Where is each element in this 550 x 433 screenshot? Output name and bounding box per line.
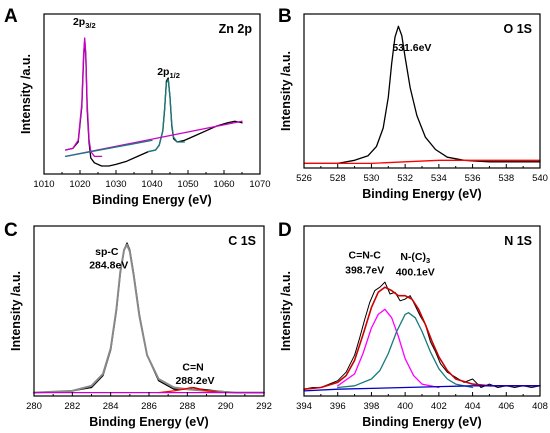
series-line-background-4: [303, 385, 541, 392]
y-axis-label: Intensity /a.u.: [279, 51, 293, 131]
series-line-fit-2: [337, 308, 440, 389]
x-tick-label: 528: [330, 173, 346, 184]
panel-letter: D: [278, 220, 292, 241]
peak-annotation: 531.6eV: [392, 42, 431, 54]
series-line-fit-3: [337, 312, 474, 389]
plot-frame: [43, 13, 261, 175]
panel-d: 394 396 398 400 402 404 406 408 Binding Energy (…: [278, 220, 548, 429]
x-tick-label: 1040: [141, 179, 162, 190]
x-tick-label: 282: [64, 401, 80, 412]
series-line-measured-0: [303, 281, 541, 390]
peak-annotation: sp-C: [95, 246, 119, 258]
x-tick-label: 398: [363, 401, 379, 412]
peak-annotation: 284.8eV: [89, 260, 128, 272]
x-tick-label: 1030: [105, 179, 126, 190]
panel-title: Zn 2p: [219, 22, 253, 36]
x-tick-label: 526: [296, 173, 312, 184]
peak-annotation: C=N: [182, 362, 203, 374]
y-axis-label: Intensity /a.u.: [279, 271, 293, 351]
x-tick-label: 280: [26, 401, 42, 412]
panel-title: C 1S: [228, 234, 256, 248]
x-axis-label: Binding Energy (eV): [92, 193, 211, 207]
series-line-fit-1: [33, 243, 265, 394]
x-tick-label: 1050: [177, 179, 198, 190]
series-line-measured-0: [64, 38, 243, 167]
x-tick-label: 402: [431, 401, 447, 412]
plot-frame: [303, 13, 541, 169]
x-tick-label: 532: [397, 173, 413, 184]
x-tick-label: 286: [141, 401, 157, 412]
peak-annotation: 2p1/2: [157, 66, 180, 80]
x-tick-label: 1070: [249, 179, 270, 190]
plot-frame: [33, 225, 265, 397]
peak-annotation: 400.1eV: [396, 266, 435, 278]
x-tick-label: 292: [256, 401, 272, 412]
x-tick-label: 1020: [69, 179, 90, 190]
x-tick-label: 534: [431, 173, 447, 184]
x-tick-label: 290: [218, 401, 234, 412]
x-tick-label: 404: [465, 401, 481, 412]
series-line-fit-2: [157, 386, 223, 394]
series-line-fit-1: [64, 37, 103, 158]
x-axis-label: Binding Energy (eV): [362, 187, 481, 201]
peak-annotation: 288.2eV: [175, 375, 214, 387]
panel-letter: A: [4, 6, 18, 27]
series-line-measured-0: [33, 242, 265, 394]
x-tick-label: 408: [532, 401, 548, 412]
panel-c: 280 282 284 286 288 290 292 Binding Energy (eV)…: [4, 220, 272, 429]
x-tick-label: 536: [465, 173, 481, 184]
panel-title: N 1S: [504, 234, 532, 248]
x-tick-label: 284: [103, 401, 119, 412]
peak-annotation: N-(C)3: [400, 251, 430, 265]
panel-letter: C: [4, 220, 18, 241]
peak-annotation: 2p3/2: [73, 16, 96, 30]
series-line-envelope-1: [303, 286, 541, 391]
y-axis-label: Intensity /a.u.: [19, 54, 33, 134]
x-tick-label: 406: [498, 401, 514, 412]
x-tick-label: 396: [330, 401, 346, 412]
y-axis-label: Intensity /a.u.: [9, 271, 23, 351]
x-tick-label: 394: [296, 401, 312, 412]
x-tick-label: 540: [532, 173, 548, 184]
x-tick-label: 1060: [213, 179, 234, 190]
x-tick-label: 1010: [33, 179, 54, 190]
x-tick-label: 538: [498, 173, 514, 184]
x-axis-label: Binding Energy (eV): [362, 415, 481, 429]
x-tick-label: 288: [179, 401, 195, 412]
series-line-background-1: [303, 159, 541, 165]
x-tick-label: 530: [363, 173, 379, 184]
x-tick-label: 400: [397, 401, 413, 412]
peak-annotation: C=N-C: [348, 249, 381, 261]
series-line-fit-2: [147, 78, 186, 153]
panel-b: 526 528 530 532 534 536 538 540 Binding Energy (…: [278, 6, 548, 201]
x-axis-label: Binding Energy (eV): [89, 415, 208, 429]
panel-title: O 1S: [504, 22, 533, 36]
series-line-background-4: [64, 139, 153, 158]
peak-annotation: 398.7eV: [345, 265, 384, 277]
panel-letter: B: [278, 6, 292, 27]
panel-a: 1010 1020 1030 1040 1050 1060 1070 Binding Ener…: [4, 6, 271, 207]
series-line-measured-0: [303, 25, 541, 165]
